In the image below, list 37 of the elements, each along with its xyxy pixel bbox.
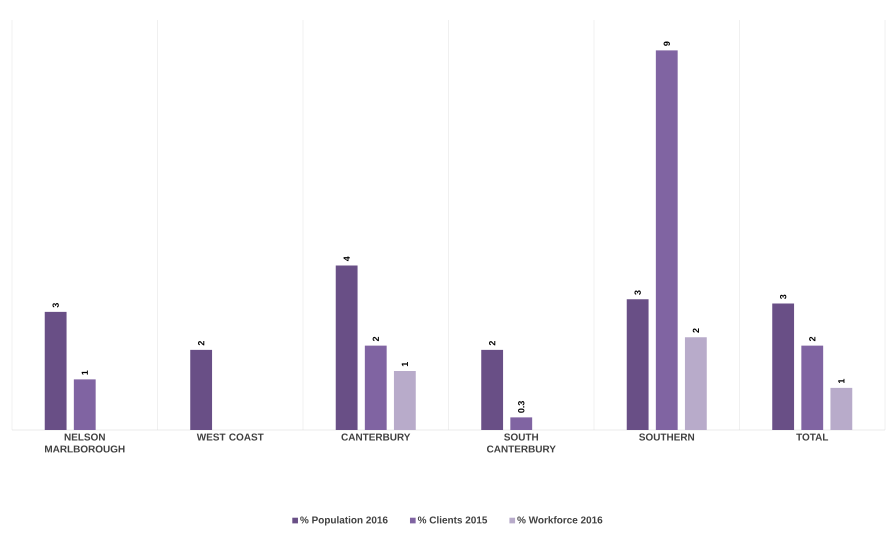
data-label: 9 xyxy=(664,42,670,46)
legend-label: % Workforce 2016 xyxy=(517,516,602,524)
data-label: 1 xyxy=(402,362,408,366)
bar xyxy=(772,303,794,430)
legend-label: % Clients 2015 xyxy=(418,516,488,524)
bar xyxy=(626,299,649,430)
data-label: 2 xyxy=(372,336,379,342)
data-label: 1 xyxy=(838,378,844,384)
bar xyxy=(684,337,707,430)
x-tick-label: SOUTHERN xyxy=(639,434,694,441)
data-label: 1 xyxy=(82,370,88,375)
data-label: 0.3 xyxy=(518,401,524,413)
data-label: 2 xyxy=(489,341,496,346)
bar xyxy=(656,50,678,430)
data-label: 2 xyxy=(198,341,204,346)
data-label: 3 xyxy=(780,294,786,300)
x-tick-label: TOTAL xyxy=(796,434,828,441)
data-label: 2 xyxy=(692,328,699,333)
bar xyxy=(44,312,67,430)
x-tick-label: CANTERBURY xyxy=(341,434,410,441)
bar xyxy=(364,346,387,430)
bar xyxy=(336,265,358,430)
data-label: 3 xyxy=(52,303,59,308)
bar xyxy=(510,417,532,430)
bar xyxy=(481,350,504,430)
data-label: 2 xyxy=(809,336,816,342)
data-label: 3 xyxy=(634,290,641,295)
bar xyxy=(190,350,212,430)
bar xyxy=(801,346,824,430)
x-tick-label: WEST COAST xyxy=(196,434,264,441)
bar xyxy=(830,388,852,430)
data-label: 4 xyxy=(344,256,350,262)
bar xyxy=(74,379,96,430)
legend-label: % Population 2016 xyxy=(300,516,388,526)
x-tick-label: SOUTH CANTERBURY xyxy=(486,434,556,453)
x-tick-label: NELSON MARLBOROUGH xyxy=(45,434,124,453)
bar xyxy=(394,370,416,430)
